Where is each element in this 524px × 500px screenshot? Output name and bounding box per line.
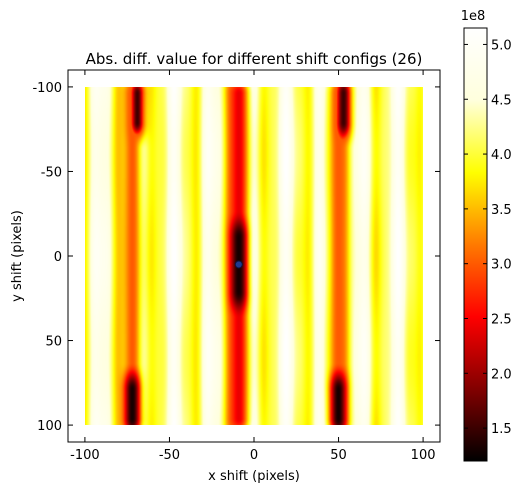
colorbar-tick-label: 1.5 — [491, 422, 512, 437]
heatmap — [85, 87, 423, 425]
x-tick-label: 50 — [330, 448, 347, 463]
y-tick-label: 50 — [45, 335, 62, 350]
colorbar-tick-label: 5.0 — [491, 38, 512, 53]
x-tick-label: 0 — [250, 448, 258, 463]
x-tick-label: 100 — [411, 448, 436, 463]
x-axis-ticks: -100 -50 0 50 100 — [70, 70, 436, 463]
colorbar-tick-label: 3.0 — [491, 258, 512, 273]
minimum-marker — [234, 260, 243, 269]
chart-title: Abs. diff. value for different shift con… — [86, 50, 423, 68]
colorbar-tick-label: 4.5 — [491, 93, 512, 108]
colorbar-tick-label: 2.0 — [491, 367, 512, 382]
x-tick-label: -100 — [70, 448, 100, 463]
heatmap-image — [85, 87, 423, 425]
colorbar-tick-label: 2.5 — [491, 312, 512, 327]
y-tick-label: -50 — [41, 165, 62, 180]
x-tick-label: -50 — [159, 448, 180, 463]
y-axis-label: y shift (pixels) — [10, 210, 25, 302]
colorbar-offset-label: 1e8 — [461, 9, 486, 24]
y-axis-ticks: -100 -50 0 50 100 — [32, 81, 440, 434]
x-axis-label: x shift (pixels) — [208, 469, 300, 484]
colorbar-tick-label: 3.5 — [491, 203, 512, 218]
y-tick-label: -100 — [32, 81, 62, 96]
colorbar — [463, 27, 488, 462]
colorbar-tick-label: 4.0 — [491, 148, 512, 163]
y-tick-label: 100 — [37, 419, 62, 434]
y-tick-label: 0 — [54, 250, 62, 265]
colorbar-ticks: 1.5 2.0 2.5 3.0 3.5 4.0 4.5 5.0 — [464, 38, 512, 437]
